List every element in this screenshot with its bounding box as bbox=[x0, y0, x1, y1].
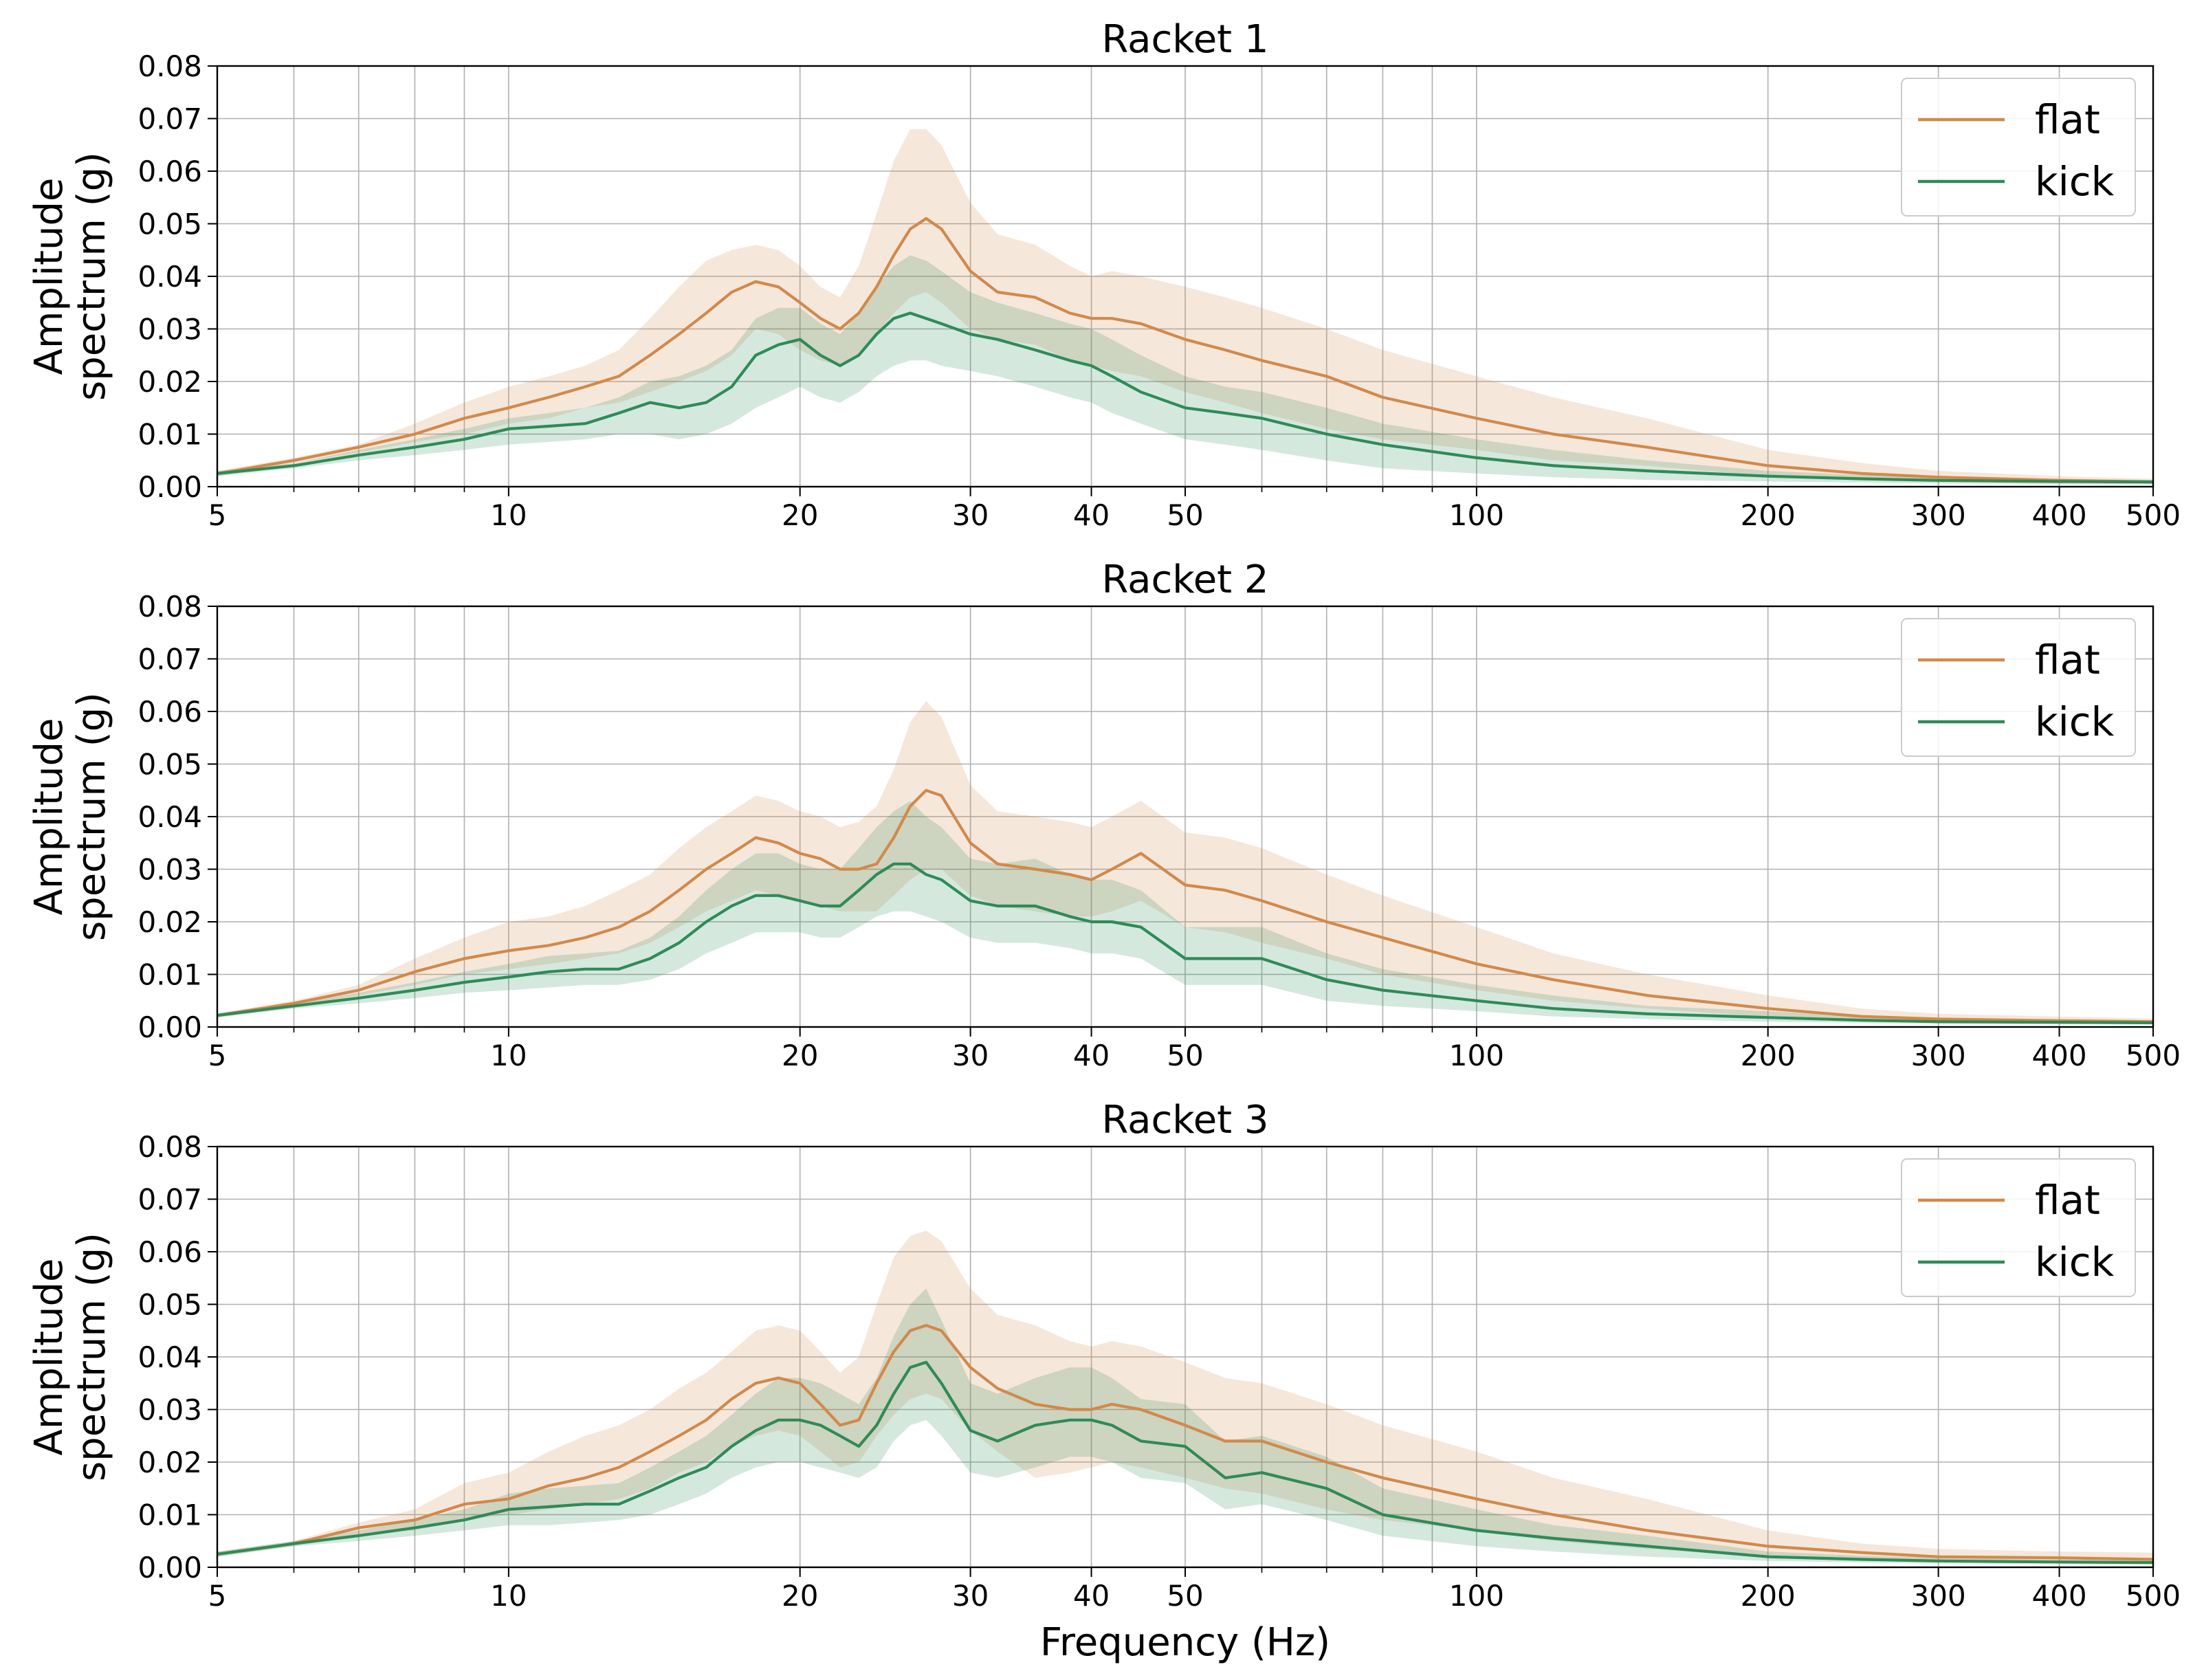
legend-label-flat: flat bbox=[2035, 1177, 2100, 1224]
y-tick-label: 0.05 bbox=[137, 208, 202, 241]
y-tick-label: 0.04 bbox=[137, 260, 202, 294]
legend: flat kick bbox=[1901, 618, 2136, 757]
legend-label-kick: kick bbox=[2035, 158, 2115, 205]
x-tick-label: 40 bbox=[1073, 1039, 1110, 1072]
x-tick-label: 100 bbox=[1449, 1039, 1504, 1072]
band-flat bbox=[217, 1230, 2153, 1563]
series-line-flat bbox=[217, 1323, 2154, 1561]
series-line-kick bbox=[217, 862, 2154, 1024]
y-tick-label: 0.01 bbox=[137, 1499, 202, 1532]
x-tick-label: 200 bbox=[1741, 1579, 1796, 1613]
y-tick-label: 0.03 bbox=[137, 313, 202, 346]
x-tick-label: 30 bbox=[952, 1579, 989, 1613]
x-tick-label: 20 bbox=[782, 1579, 818, 1613]
y-tick-label: 0.05 bbox=[137, 748, 202, 782]
y-tick-label: 0.02 bbox=[137, 1446, 202, 1479]
y-tick-label: 0.02 bbox=[137, 905, 202, 939]
x-tick-label: 50 bbox=[1167, 1039, 1203, 1072]
legend-label-flat: flat bbox=[2035, 637, 2100, 683]
x-tick-label: 300 bbox=[1911, 1579, 1966, 1613]
x-tick-label: 400 bbox=[2031, 498, 2086, 532]
subplot-racket-1: 5 10 20 30 40 50 100 200 300 400 500 0.00 0.01 0.02 0.… bbox=[27, 17, 2181, 532]
y-tick-label: 0.03 bbox=[137, 1393, 202, 1427]
y-tick-label: 0.08 bbox=[137, 1130, 202, 1164]
x-tick-label: 500 bbox=[2126, 498, 2181, 532]
y-tick-label: 0.06 bbox=[137, 1235, 202, 1269]
band-kick bbox=[217, 801, 2153, 1025]
x-tick-label: 50 bbox=[1167, 498, 1203, 532]
x-tick-label: 20 bbox=[782, 498, 818, 532]
x-tick-label: 300 bbox=[1911, 1039, 1966, 1072]
subplot-racket-3: 5 10 20 30 40 50 100 200 300 400 500 0.00 0.01 0.02 0.… bbox=[27, 1098, 2181, 1665]
x-tick-label: 400 bbox=[2031, 1579, 2086, 1613]
y-tick-label: 0.00 bbox=[137, 1551, 202, 1584]
x-tick-label: 5 bbox=[208, 1579, 227, 1613]
band-flat bbox=[217, 700, 2153, 1024]
y-tick-label: 0.04 bbox=[137, 1340, 202, 1374]
legend: flat kick bbox=[1901, 78, 2136, 217]
x-tick-label: 100 bbox=[1449, 498, 1504, 532]
x-tick-label: 30 bbox=[952, 1039, 989, 1072]
series-line-kick bbox=[217, 1360, 2154, 1565]
x-tick-label: 20 bbox=[782, 1039, 818, 1072]
x-tick-label: 50 bbox=[1167, 1579, 1203, 1613]
y-axis-label: Amplitudespectrum (g) bbox=[27, 692, 114, 941]
y-tick-label: 0.00 bbox=[137, 1010, 202, 1044]
y-tick-label: 0.01 bbox=[137, 418, 202, 452]
y-tick-label: 0.05 bbox=[137, 1288, 202, 1322]
y-tick-label: 0.01 bbox=[137, 958, 202, 992]
series-line-flat bbox=[217, 788, 2154, 1024]
band-kick bbox=[217, 255, 2153, 485]
x-tick-label: 400 bbox=[2031, 1039, 2086, 1072]
series-line-flat bbox=[217, 217, 2154, 484]
y-axis-label: Amplitudespectrum (g) bbox=[27, 1233, 114, 1481]
x-tick-label: 40 bbox=[1073, 498, 1110, 532]
x-tick-label: 5 bbox=[208, 1039, 227, 1072]
x-axis-label: Frequency (Hz) bbox=[1040, 1620, 1330, 1665]
y-tick-label: 0.08 bbox=[137, 590, 202, 623]
x-tick-label: 10 bbox=[490, 1579, 527, 1613]
y-tick-label: 0.06 bbox=[137, 695, 202, 729]
chart-title: Racket 3 bbox=[1101, 1098, 1268, 1142]
subplot-racket-2: 5 10 20 30 40 50 100 200 300 400 500 0.00 0.01 0.02 0.… bbox=[27, 557, 2181, 1072]
x-tick-label: 500 bbox=[2126, 1039, 2181, 1072]
x-tick-label: 40 bbox=[1073, 1579, 1110, 1613]
legend-label-kick: kick bbox=[2035, 1239, 2115, 1285]
x-tick-label: 500 bbox=[2126, 1579, 2181, 1613]
y-axis-label: Amplitudespectrum (g) bbox=[27, 152, 114, 401]
y-tick-label: 0.03 bbox=[137, 853, 202, 887]
y-tick-label: 0.06 bbox=[137, 155, 202, 188]
y-tick-label: 0.08 bbox=[137, 49, 202, 83]
y-tick-label: 0.00 bbox=[137, 470, 202, 504]
x-tick-label: 300 bbox=[1911, 498, 1966, 532]
x-tick-label: 100 bbox=[1449, 1579, 1504, 1613]
chart-title: Racket 1 bbox=[1101, 17, 1268, 62]
legend-label-kick: kick bbox=[2035, 698, 2115, 745]
x-tick-label: 30 bbox=[952, 498, 989, 532]
legend: flat kick bbox=[1901, 1158, 2136, 1297]
legend-label-flat: flat bbox=[2035, 96, 2100, 143]
x-tick-label: 200 bbox=[1741, 498, 1796, 532]
y-tick-label: 0.07 bbox=[137, 1183, 202, 1217]
x-tick-label: 10 bbox=[490, 1039, 527, 1072]
y-tick-label: 0.07 bbox=[137, 102, 202, 136]
x-tick-label: 10 bbox=[490, 498, 527, 532]
series-line-kick bbox=[217, 311, 2154, 484]
chart-title: Racket 2 bbox=[1101, 557, 1268, 602]
band-flat bbox=[217, 129, 2153, 485]
y-tick-label: 0.07 bbox=[137, 643, 202, 676]
y-tick-label: 0.04 bbox=[137, 800, 202, 834]
grid bbox=[217, 65, 2154, 487]
x-tick-label: 200 bbox=[1741, 1039, 1796, 1072]
x-tick-label: 5 bbox=[208, 498, 227, 532]
y-tick-label: 0.02 bbox=[137, 365, 202, 399]
